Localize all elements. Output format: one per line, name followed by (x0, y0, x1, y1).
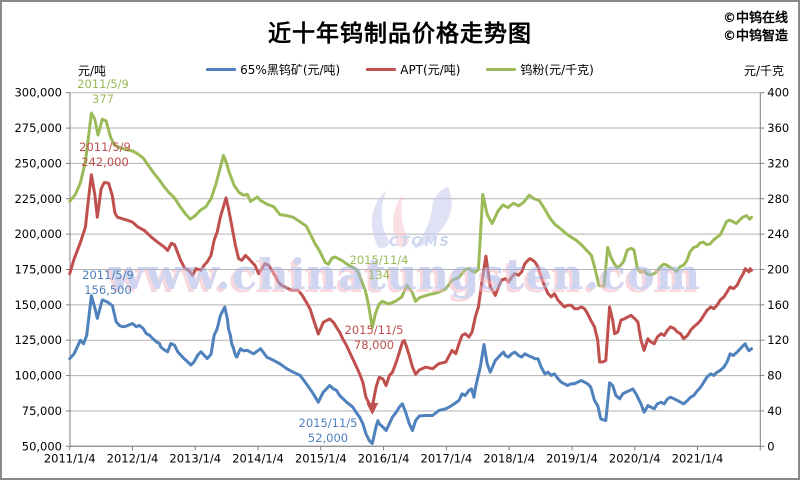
legend-line-icon (366, 68, 397, 71)
x-axis-tick-label: 2014/1/4 (232, 451, 284, 465)
copyright-line-1: ©中钨在线 (722, 11, 788, 26)
left-axis-tick-label: 100,000 (14, 369, 62, 383)
watermark-text: www.chinatungsten.com (108, 250, 701, 299)
annotation-label: 2011/5/9 (82, 268, 134, 282)
left-axis-tick-label: 125,000 (14, 333, 62, 347)
x-axis-tick-label: 2012/1/4 (107, 451, 159, 465)
left-axis-tick-label: 250,000 (14, 156, 62, 170)
min-arrow-marker (366, 403, 379, 415)
page-title: 近十年钨制品价格走势图 (268, 20, 532, 47)
watermark-logo-flame-right (413, 187, 452, 249)
x-axis-tick-label: 2015/1/4 (295, 451, 347, 465)
right-axis-tick-label: 40 (767, 404, 782, 418)
watermark-text-shadow: www.chinatungsten.com (105, 253, 698, 302)
annotation-label: 2011/5/9 (79, 140, 131, 154)
x-axis-tick-label: 2011/1/4 (44, 451, 96, 465)
copyright-block: ©中钨在线 ©中钨智造 (723, 10, 788, 46)
series-line-0 (68, 294, 753, 445)
legend-label: APT(元/吨) (400, 63, 461, 77)
left-axis-tick-label: 275,000 (14, 121, 62, 135)
legend-label: 65%黑钨矿(元/吨) (240, 63, 341, 77)
copyright-line-2: ©中钨智造 (722, 29, 788, 44)
right-axis-tick-label: 360 (767, 121, 789, 135)
x-axis-tick-label: 2018/1/4 (483, 451, 535, 465)
series-line-1 (68, 173, 753, 409)
right-axis-tick-label: 0 (767, 439, 774, 453)
left-axis-tick-label: 225,000 (14, 192, 62, 206)
watermark: CTOMSwww.chinatungsten.comwww.chinatungs… (105, 187, 701, 302)
annotation-label: 377 (92, 92, 114, 106)
left-axis-tick-label: 175,000 (14, 263, 62, 277)
annotation-label: 156,500 (84, 283, 132, 297)
right-axis-tick-label: 80 (767, 369, 782, 383)
right-axis-tick-label: 400 (767, 86, 789, 100)
watermark-logo-flame-middle (393, 194, 409, 248)
left-axis-tick-label: 150,000 (14, 298, 62, 312)
annotation-label: 134 (368, 268, 390, 282)
left-axis-tick-label: 75,000 (22, 404, 62, 418)
right-axis-tick-label: 160 (767, 298, 789, 312)
right-axis-tick-label: 200 (767, 263, 789, 277)
left-axis-tick-label: 50,000 (22, 439, 62, 453)
left-axis-tick-label: 300,000 (14, 86, 62, 100)
watermark-logo-text: CTOMS (389, 235, 451, 250)
tick-labels: 300,000 275,000 250,000 225,000 200,000 175,0… (14, 86, 789, 466)
legend-item-tungsten-powder: 钨粉(元/千克) (486, 61, 594, 78)
x-axis-tick-label: 2020/1/4 (609, 451, 661, 465)
annotations: 2011/5/93772011/5/9242,0002011/5/9156,50… (77, 77, 408, 445)
left-axis-unit: 元/吨 (78, 64, 107, 78)
legend-line-icon (206, 68, 237, 71)
legend-label: 钨粉(元/千克) (520, 63, 594, 77)
x-axis-tick-label: 2017/1/4 (421, 451, 473, 465)
left-axis-tick-label: 200,000 (14, 227, 62, 241)
right-axis-tick-label: 280 (767, 192, 789, 206)
right-axis-unit: 元/千克 (744, 64, 785, 78)
annotation-label: 2015/11/5 (299, 416, 358, 430)
annotation-label: 2015/11/4 (350, 253, 409, 267)
annotation-label: 52,000 (308, 431, 348, 445)
legend-item-apt: APT(元/吨) (366, 61, 460, 78)
legend-item-wolframite: 65%黑钨矿(元/吨) (206, 61, 340, 78)
chart-legend: 65%黑钨矿(元/吨) APT(元/吨) 钨粉(元/千克) (2, 61, 798, 78)
x-axis-tick-label: 2013/1/4 (169, 451, 221, 465)
annotation-label: 2015/11/5 (345, 323, 404, 337)
right-axis-tick-label: 240 (767, 227, 789, 241)
series-line-2 (68, 111, 753, 330)
annotation-label: 2011/5/9 (77, 77, 129, 91)
annotation-label: 242,000 (81, 155, 129, 169)
right-axis-tick-label: 120 (767, 333, 789, 347)
x-axis-tick-label: 2021/1/4 (672, 451, 724, 465)
annotation-label: 78,000 (354, 338, 394, 352)
x-axis-tick-label: 2019/1/4 (546, 451, 598, 465)
legend-line-icon (486, 68, 517, 71)
right-axis-tick-label: 320 (767, 156, 789, 170)
watermark-logo-flame-left (371, 190, 390, 249)
axes (66, 92, 765, 451)
x-axis-tick-label: 2016/1/4 (358, 451, 410, 465)
